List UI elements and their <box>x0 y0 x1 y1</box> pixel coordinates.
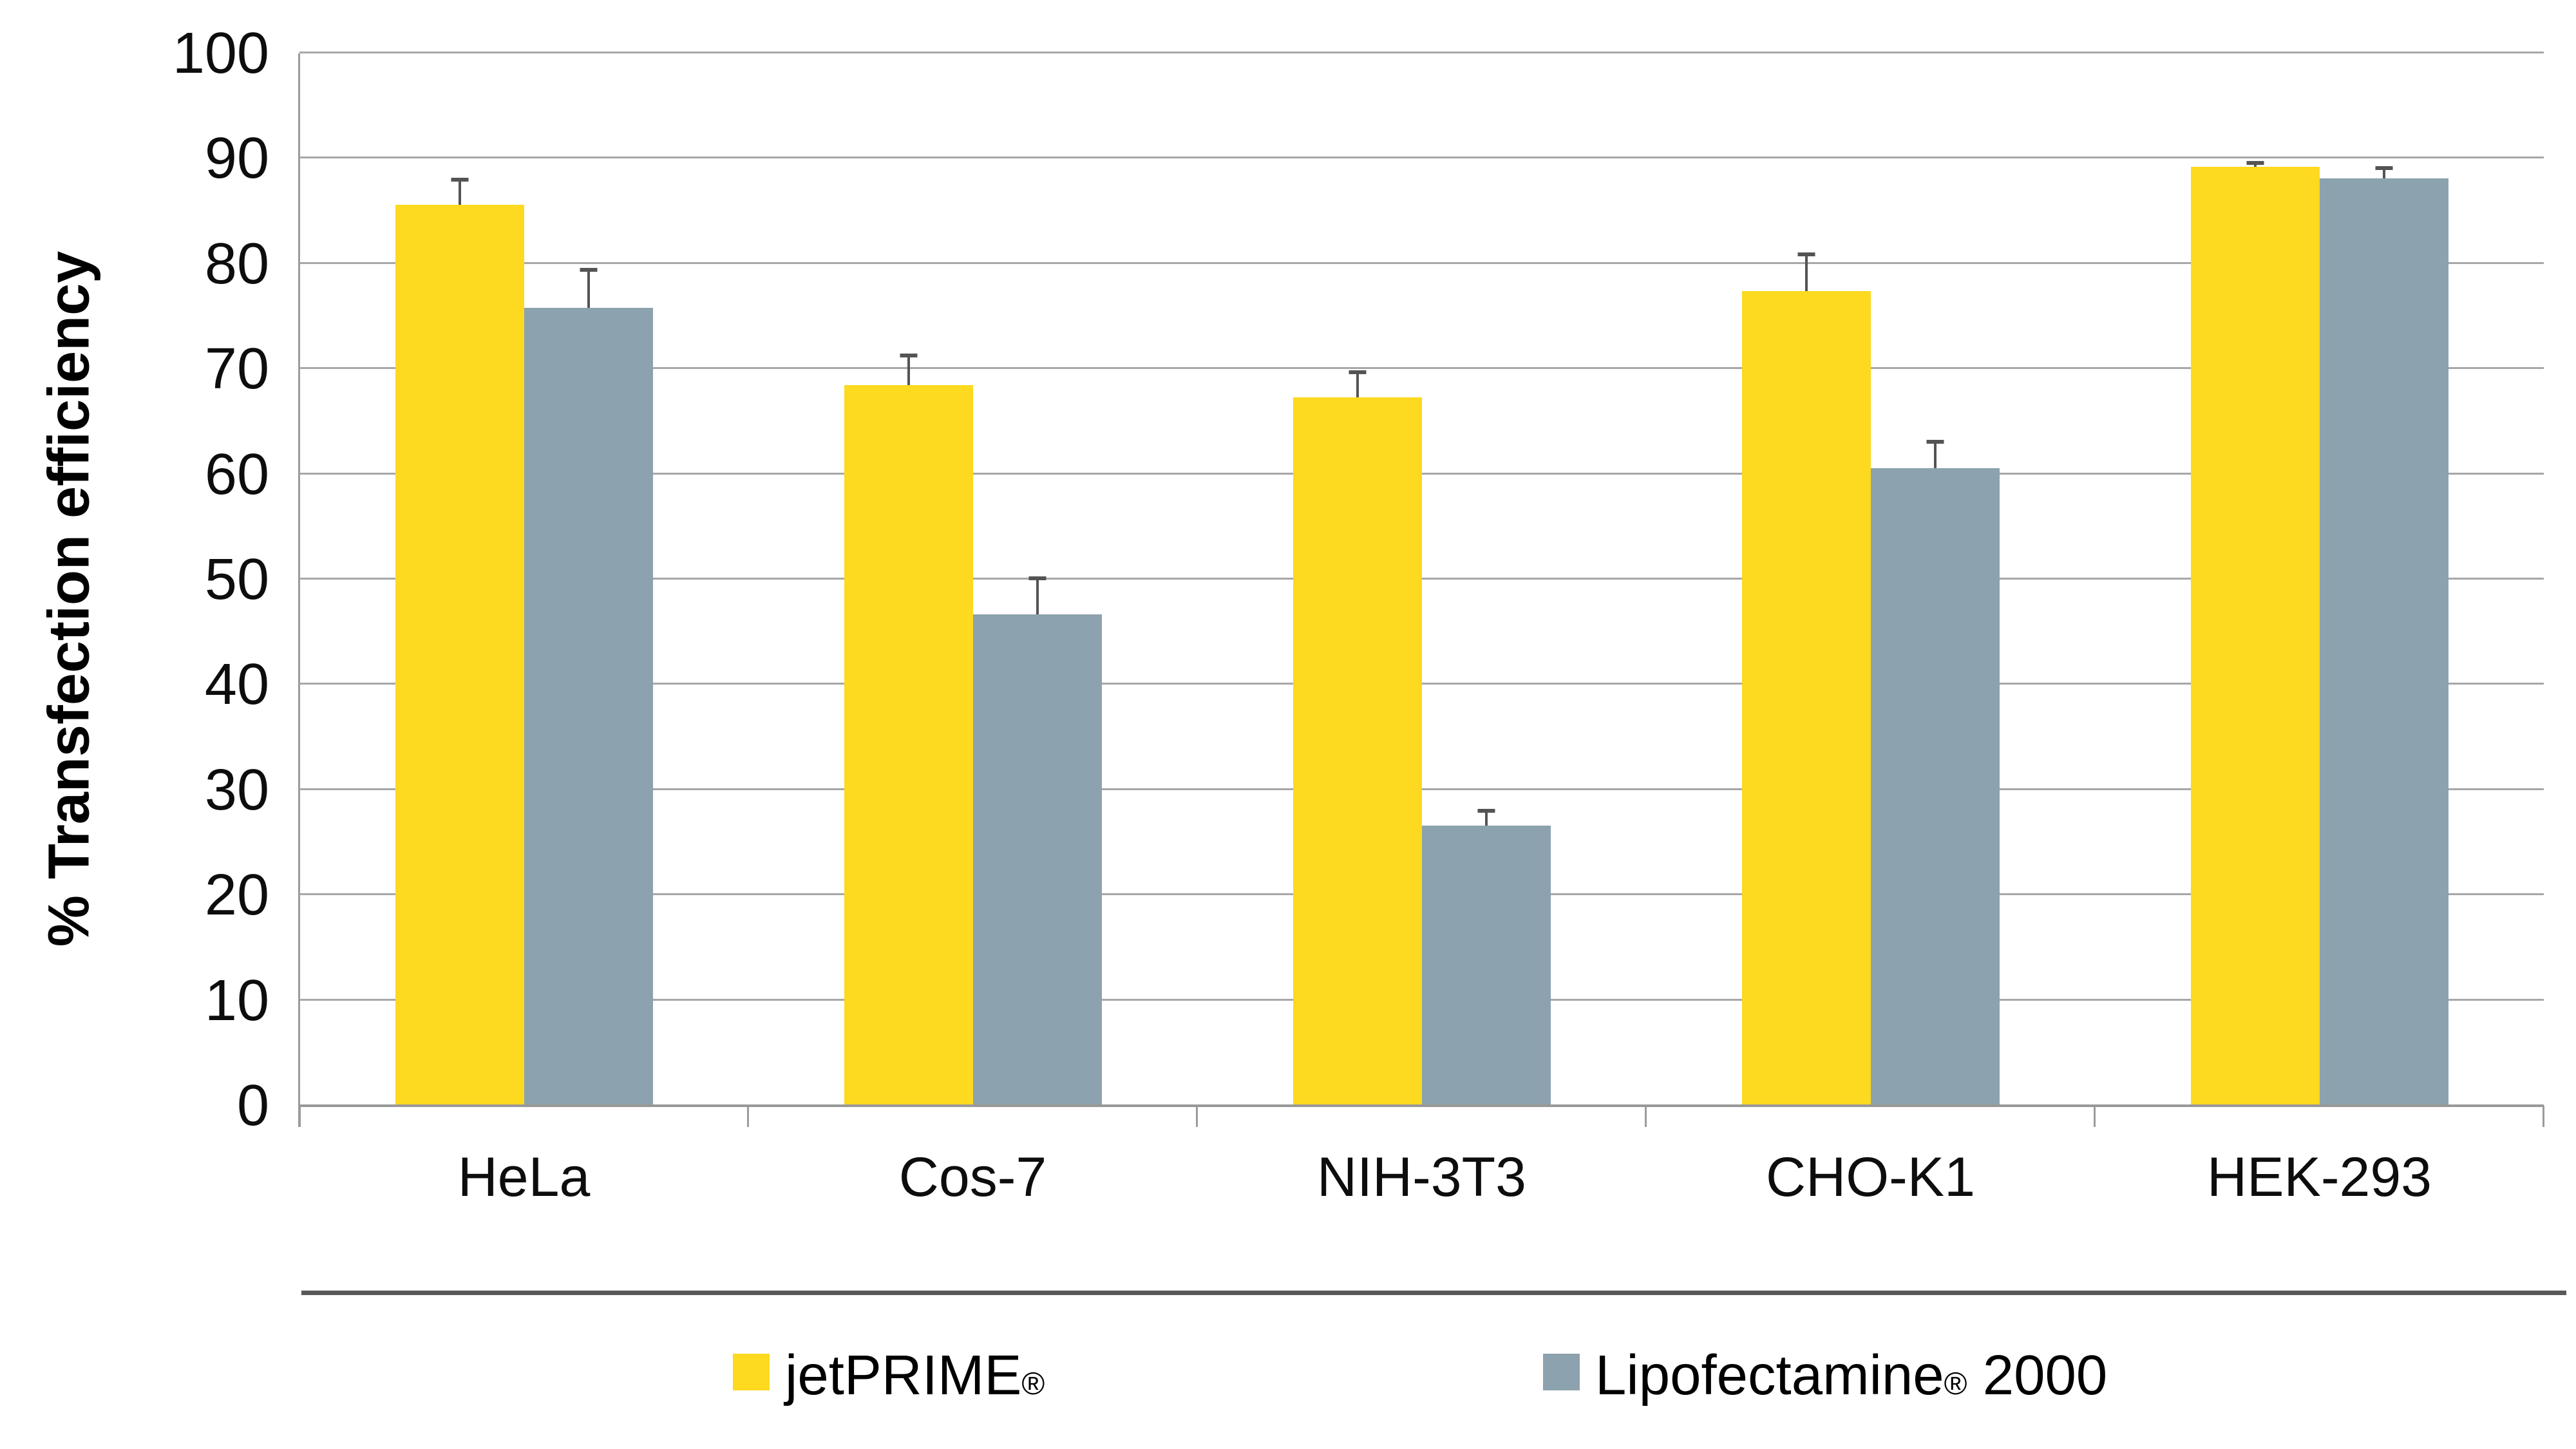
error-bar-cap <box>1926 439 1944 444</box>
category-hela: HeLa <box>299 53 749 1208</box>
category-nih-3t3: NIH-3T3 <box>1197 53 1647 1208</box>
y-tick-label: 80 <box>204 231 269 296</box>
category-cos-7: Cos-7 <box>748 53 1198 1208</box>
category-hek-293: HEK-293 <box>2095 53 2544 1208</box>
y-tick-label: 50 <box>204 547 269 612</box>
error-bar <box>1797 252 1815 292</box>
error-bar <box>2246 160 2264 167</box>
error-bar-cap <box>1477 809 1495 813</box>
x-axis-tick <box>2094 1106 2096 1127</box>
x-tick-label: CHO-K1 <box>1766 1146 1975 1208</box>
bar-cos-7-series1 <box>972 576 1102 1106</box>
y-tick-label: 60 <box>204 442 269 507</box>
bar-hek-293-series1 <box>2319 166 2448 1106</box>
bar-cho-k1-series1 <box>1870 439 2000 1106</box>
gridline <box>299 52 2544 53</box>
x-tick-label: Cos-7 <box>898 1146 1047 1208</box>
y-tick-label: 20 <box>204 863 269 928</box>
error-bar-cap <box>451 177 468 182</box>
x-axis-tick <box>299 1106 301 1127</box>
legend-label: jetPRIME® <box>785 1344 1045 1406</box>
y-axis-tick-labels: 0 10 20 30 40 50 60 70 80 90 100 <box>0 24 283 1135</box>
y-tick-label: 30 <box>204 757 269 822</box>
x-axis-tick <box>2543 1106 2544 1127</box>
bar-cos-7-series0 <box>844 353 973 1106</box>
y-tick-label: 40 <box>204 652 269 717</box>
plot-area: HeLa Cos-7 NIH-3T3 CHO-K1 HEK-293 <box>299 52 2544 1208</box>
error-bar <box>580 268 597 308</box>
error-bar-cap <box>900 353 917 357</box>
bar-hela-series1 <box>524 268 653 1106</box>
gridline <box>299 788 2544 790</box>
bar-nih-3t3-series1 <box>1421 809 1551 1106</box>
x-axis-tick <box>747 1106 749 1127</box>
bar-hela-series0 <box>395 177 524 1106</box>
x-tick-label: NIH-3T3 <box>1317 1146 1526 1208</box>
error-bar-cap <box>1349 370 1366 374</box>
y-tick-label: 10 <box>204 968 269 1033</box>
error-bar <box>1477 809 1495 826</box>
gridline <box>299 472 2544 475</box>
y-tick-label: 90 <box>204 126 269 191</box>
error-bar-cap <box>2246 160 2264 165</box>
error-bar <box>1028 576 1046 614</box>
gridline <box>299 156 2544 159</box>
error-bar <box>1349 370 1366 398</box>
bar-nih-3t3-series0 <box>1293 370 1422 1106</box>
legend-swatch <box>733 1354 770 1390</box>
bar-hek-293-series0 <box>2190 160 2320 1106</box>
legend-item: Lipofectamine® 2000 <box>1543 1347 2107 1403</box>
legend-item: jetPRIME® <box>733 1347 1045 1403</box>
gridline <box>299 578 2544 580</box>
legend-divider <box>301 1291 2566 1295</box>
y-tick-label: 100 <box>172 21 269 86</box>
x-axis-line <box>299 1104 2544 1107</box>
bar-cho-k1-series0 <box>1741 252 1871 1106</box>
x-axis-tick <box>1196 1106 1198 1127</box>
legend-label: Lipofectamine® 2000 <box>1595 1344 2108 1406</box>
bars-layer: HeLa Cos-7 NIH-3T3 CHO-K1 HEK-293 <box>299 53 2544 1208</box>
error-bar-cap <box>580 268 597 272</box>
error-bar <box>900 353 917 385</box>
error-bar <box>2375 166 2392 179</box>
x-tick-label: HEK-293 <box>2207 1146 2432 1208</box>
error-bar-cap <box>2375 166 2392 170</box>
gridline <box>299 683 2544 685</box>
error-bar-cap <box>1797 252 1815 256</box>
x-tick-label: HeLa <box>457 1146 591 1208</box>
legend-swatch <box>1543 1354 1580 1390</box>
y-tick-label: 0 <box>236 1074 269 1138</box>
error-bar-cap <box>1028 576 1046 581</box>
y-axis-line <box>298 53 300 1127</box>
gridline <box>299 367 2544 370</box>
error-bar <box>1926 439 1944 468</box>
x-axis-tick <box>1645 1106 1647 1127</box>
error-bar <box>451 177 468 205</box>
gridline <box>299 261 2544 264</box>
category-cho-k1: CHO-K1 <box>1646 53 2096 1208</box>
y-tick-label: 70 <box>204 337 269 402</box>
